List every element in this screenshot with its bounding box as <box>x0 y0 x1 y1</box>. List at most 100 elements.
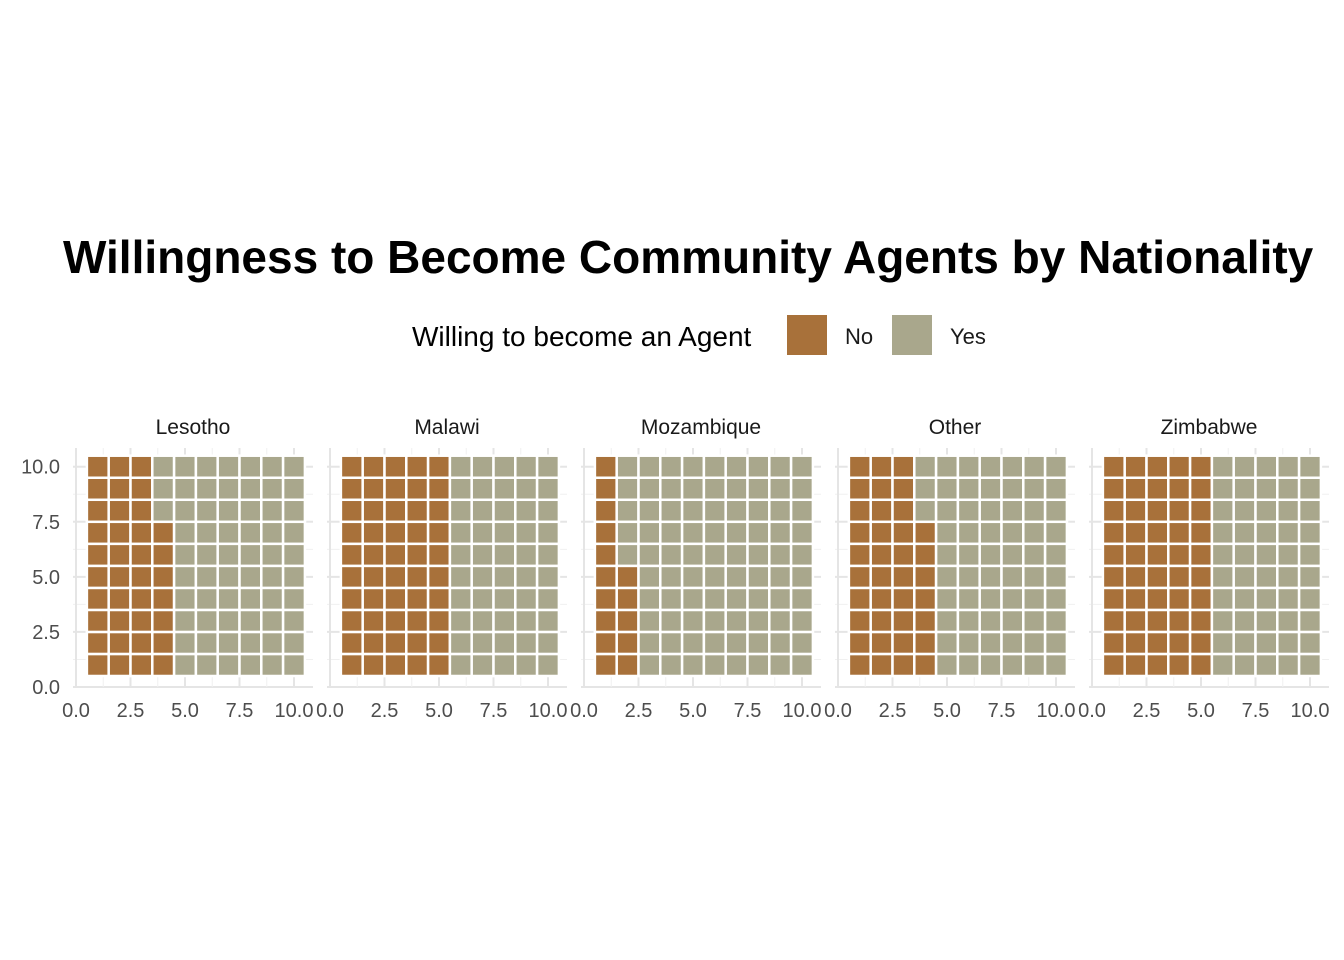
waffle-tile-no <box>891 476 916 502</box>
waffle-tile-no <box>339 454 364 479</box>
waffle-tile-no <box>1167 652 1192 678</box>
waffle-tile-yes <box>194 498 219 524</box>
waffle-tile-no <box>1123 608 1148 634</box>
y-tick-label: 0.0 <box>32 677 60 699</box>
waffle-tile-yes <box>724 454 749 479</box>
waffle-tile-no <box>1167 542 1192 568</box>
waffle-tile-yes <box>470 586 495 612</box>
y-axis: 0.0 2.5 5.0 7.5 10.0 <box>21 457 60 699</box>
waffle-tile-no <box>339 498 364 524</box>
waffle-tile-no <box>361 520 386 546</box>
x-tick-label: 2.5 <box>117 700 145 722</box>
waffle-tile-yes <box>637 652 662 678</box>
x-tick-label: 5.0 <box>933 700 961 722</box>
waffle-tile-no <box>383 652 408 678</box>
waffle-tile-yes <box>956 542 981 568</box>
facet-panel: Zimbabwe 0.0 2.5 5.0 7.5 10.0 <box>1078 416 1329 722</box>
waffle-tile-no <box>426 542 452 568</box>
waffle-tile-no <box>383 476 408 502</box>
waffle-tile-yes <box>913 476 938 502</box>
waffle-tile-yes <box>768 476 793 502</box>
waffle-tile-no <box>151 564 176 590</box>
waffle-tile-no <box>1167 498 1192 524</box>
waffle-tile-yes <box>1043 542 1069 568</box>
waffle-tile-yes <box>172 586 198 612</box>
waffle-tile-no <box>847 608 872 634</box>
waffle-tile-no <box>1188 542 1214 568</box>
waffle-tile-yes <box>260 476 285 502</box>
facet-strip-label: Zimbabwe <box>1161 416 1258 439</box>
waffle-tile-no <box>615 586 640 612</box>
waffle-tile-yes <box>1297 520 1323 546</box>
x-tick-label: 10.0 <box>1037 700 1076 722</box>
waffle-tile-no <box>107 564 132 590</box>
waffle-tile-yes <box>724 542 749 568</box>
waffle-tile-yes <box>768 608 793 634</box>
waffle-tile-no <box>869 608 894 634</box>
waffle-tile-no <box>405 608 430 634</box>
waffle-tile-yes <box>1043 498 1069 524</box>
x-tick-label: 10.0 <box>275 700 314 722</box>
waffle-tile-yes <box>216 652 241 678</box>
waffle-tile-no <box>913 564 938 590</box>
waffle-tile-yes <box>514 564 539 590</box>
waffle-tile-no <box>1101 498 1126 524</box>
waffle-tile-yes <box>680 542 706 568</box>
legend-label-yes: Yes <box>950 324 986 349</box>
waffle-tile-no <box>426 476 452 502</box>
waffle-tile-yes <box>194 454 219 479</box>
waffle-tile-yes <box>448 520 473 546</box>
waffle-tile-yes <box>470 542 495 568</box>
waffle-tile-yes <box>1232 454 1257 479</box>
waffle-tile-no <box>1145 630 1170 656</box>
waffle-tile-no <box>1123 498 1148 524</box>
waffle-tile-no <box>593 630 618 656</box>
x-tick-label: 5.0 <box>425 700 453 722</box>
waffle-tile-yes <box>978 520 1003 546</box>
waffle-tile-yes <box>1254 454 1279 479</box>
waffle-tile-no <box>869 586 894 612</box>
waffle-tile-yes <box>913 498 938 524</box>
waffle-tile-yes <box>216 608 241 634</box>
x-tick-label: 7.5 <box>988 700 1016 722</box>
waffle-tile-yes <box>281 476 307 502</box>
waffle-tile-yes <box>448 586 473 612</box>
waffle-tile-yes <box>260 586 285 612</box>
waffle-tile-yes <box>514 520 539 546</box>
waffle-tile-yes <box>1254 630 1279 656</box>
waffle-tile-yes <box>492 652 517 678</box>
waffle-tile-yes <box>535 564 561 590</box>
waffle-tile-yes <box>238 542 263 568</box>
waffle-tile-yes <box>1000 564 1025 590</box>
waffle-tile-yes <box>746 652 771 678</box>
waffle-tile-yes <box>724 520 749 546</box>
waffle-tile-yes <box>789 630 815 656</box>
waffle-tile-yes <box>680 498 706 524</box>
waffle-tile-no <box>405 564 430 590</box>
waffle-tile-no <box>151 542 176 568</box>
waffle-tile-yes <box>680 454 706 479</box>
waffle-tile-yes <box>492 454 517 479</box>
waffle-tile-yes <box>702 476 727 502</box>
waffle-tile-yes <box>956 476 981 502</box>
waffle-tile-yes <box>470 608 495 634</box>
waffle-tile-yes <box>659 652 684 678</box>
waffle-tile-no <box>847 520 872 546</box>
waffle-tile-yes <box>1276 498 1301 524</box>
waffle-tile-yes <box>1022 564 1047 590</box>
waffle-tile-no <box>107 652 132 678</box>
waffle-tile-no <box>1123 586 1148 612</box>
waffle-tile-no <box>1123 652 1148 678</box>
waffle-tile-yes <box>789 586 815 612</box>
waffle-tile-yes <box>1022 520 1047 546</box>
waffle-tile-yes <box>535 586 561 612</box>
waffle-tile-no <box>129 608 154 634</box>
waffle-tile-no <box>1101 542 1126 568</box>
waffle-tile-yes <box>1297 498 1323 524</box>
waffle-tile-no <box>913 586 938 612</box>
legend-label-no: No <box>845 324 873 349</box>
waffle-tile-no <box>339 476 364 502</box>
waffle-tile-yes <box>470 454 495 479</box>
waffle-tile-yes <box>260 652 285 678</box>
waffle-tile-no <box>1101 454 1126 479</box>
